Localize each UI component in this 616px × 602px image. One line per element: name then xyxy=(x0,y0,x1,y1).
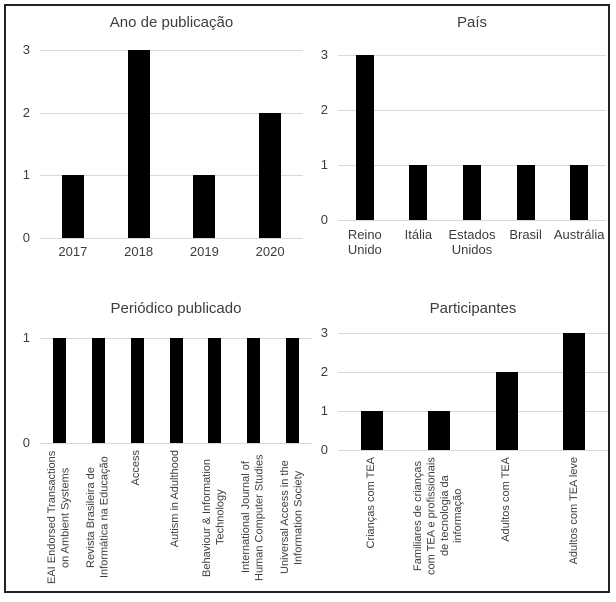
bar xyxy=(91,338,105,443)
x-category-label: Adultos com TEA leve xyxy=(567,457,580,565)
y-tick-label: 3 xyxy=(22,42,30,57)
chart-participantes: Participantes 0 1 2 3 Crianças com TEA Famili… xyxy=(308,280,608,591)
y-gridline xyxy=(40,238,303,239)
y-gridline xyxy=(338,220,606,221)
x-category-label: Itália xyxy=(404,227,433,242)
y-gridline xyxy=(40,443,312,444)
chart-title: Periódico publicado xyxy=(110,300,242,317)
chart-pais: País 0 1 2 3 Reino Unido Itália Estados Unidos… xyxy=(308,6,608,280)
bar xyxy=(570,165,589,220)
y-gridline xyxy=(338,450,608,451)
bar xyxy=(360,411,383,450)
y-tick-label: 0 xyxy=(22,435,30,450)
y-tick-label: 1 xyxy=(22,330,30,345)
y-gridline xyxy=(338,55,606,56)
y-gridline xyxy=(338,372,608,373)
y-gridline xyxy=(40,50,303,51)
y-tick-label: 0 xyxy=(320,442,328,457)
x-category-label: Universal Access in the Information Soci… xyxy=(279,460,305,575)
bar xyxy=(61,175,84,238)
y-tick-label: 2 xyxy=(320,364,328,379)
bar xyxy=(409,165,428,220)
bar xyxy=(169,338,183,443)
chart-title: País xyxy=(456,14,487,31)
y-gridline xyxy=(40,175,303,177)
bar xyxy=(130,338,144,443)
y-tick-label: 1 xyxy=(22,167,30,183)
y-gridline xyxy=(40,112,303,114)
chart-periodico-publicado: Periódico publicado 0 1 EAI Endorsed Trans… xyxy=(6,280,312,591)
bar xyxy=(208,338,222,443)
bar xyxy=(127,50,150,238)
y-tick-label: 0 xyxy=(22,230,30,245)
y-tick-label: 3 xyxy=(320,325,328,340)
bar xyxy=(247,338,261,443)
chart-title: Participantes xyxy=(429,300,517,317)
y-tick-label: 2 xyxy=(320,102,328,117)
bar xyxy=(355,55,374,220)
chart-ano-de-publicacao: Ano de publicação 0 1 2 3 2017 2018 2019 2020 xyxy=(6,6,308,280)
y-gridline xyxy=(338,333,608,334)
y-gridline xyxy=(338,411,608,412)
x-category-label: 2020 xyxy=(255,244,285,259)
bar xyxy=(428,411,451,450)
y-tick-label: 1 xyxy=(320,157,328,172)
bar xyxy=(563,333,586,450)
x-category-label: Brasil xyxy=(509,227,542,242)
x-category-label: 2017 xyxy=(58,244,88,259)
y-tick-label: 3 xyxy=(320,47,328,62)
x-category-label: Adultos com TEA xyxy=(500,457,513,542)
x-category-label: Crianças com TEA xyxy=(365,457,378,549)
x-category-label: 2019 xyxy=(189,244,219,259)
x-category-label-wrap: Adultos com TEA leve xyxy=(519,457,616,575)
bar xyxy=(495,372,518,450)
figure-frame: Ano de publicação 0 1 2 3 2017 2018 2019 2020 P… xyxy=(4,4,610,593)
bar xyxy=(259,112,282,238)
y-tick-label: 2 xyxy=(22,104,30,120)
bar xyxy=(193,175,216,238)
y-tick-label: 1 xyxy=(320,403,328,418)
bar xyxy=(516,165,535,220)
chart-title: Ano de publicação xyxy=(109,14,234,31)
x-category-label: Austrália xyxy=(553,227,605,242)
y-tick-label: 0 xyxy=(320,212,328,227)
bar xyxy=(52,338,66,443)
y-gridline xyxy=(338,110,606,111)
x-category-label: 2018 xyxy=(124,244,154,259)
bar xyxy=(463,165,481,220)
x-category-label: Estados Unidos xyxy=(448,227,496,257)
bar xyxy=(286,338,300,443)
x-category-label: Reino Unido xyxy=(347,227,382,257)
